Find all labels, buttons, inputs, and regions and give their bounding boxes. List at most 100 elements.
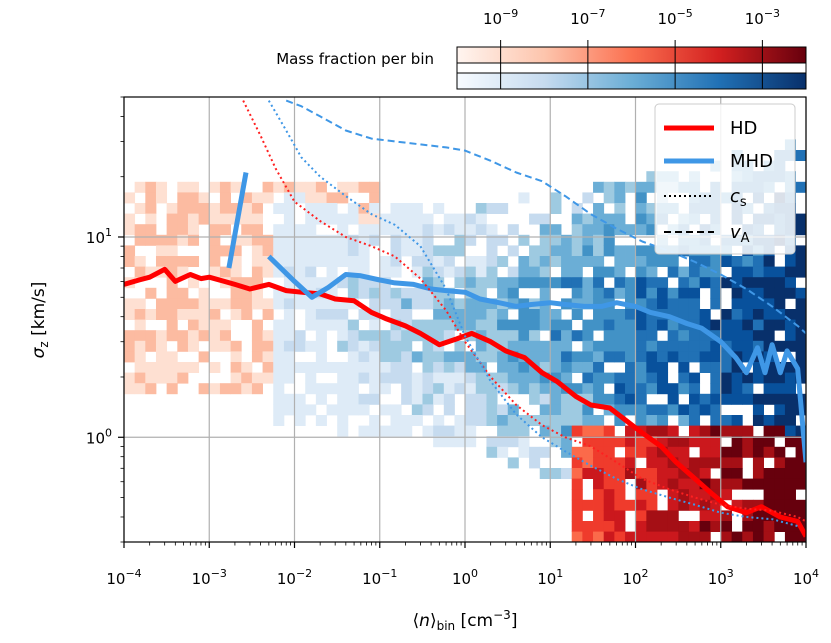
heatmap-cell bbox=[347, 277, 359, 289]
heatmap-cell bbox=[326, 234, 338, 246]
x-tick-label: 10−3 bbox=[192, 567, 227, 588]
heatmap-cell bbox=[688, 393, 701, 405]
heatmap-cell bbox=[603, 287, 615, 299]
heatmap-cell bbox=[177, 181, 189, 193]
heatmap-cell bbox=[390, 309, 402, 320]
heatmap-cell bbox=[593, 287, 605, 299]
heatmap-cell bbox=[283, 213, 295, 225]
heatmap-cell bbox=[774, 446, 786, 458]
heatmap-cell bbox=[646, 351, 658, 363]
heatmap-cell bbox=[688, 425, 701, 437]
heatmap-cell bbox=[390, 425, 402, 437]
heatmap-cell bbox=[774, 415, 786, 426]
heatmap-cell bbox=[401, 234, 413, 246]
heatmap-cell bbox=[603, 436, 615, 448]
heatmap-cell bbox=[593, 372, 605, 384]
heatmap-cell bbox=[177, 224, 189, 236]
heatmap-cell bbox=[763, 362, 775, 373]
heatmap-cell bbox=[337, 277, 349, 289]
heatmap-cell bbox=[603, 309, 615, 320]
heatmap-cell bbox=[603, 192, 615, 204]
heatmap-cell bbox=[784, 330, 796, 342]
heatmap-cell bbox=[273, 181, 285, 193]
heatmap-cell bbox=[347, 234, 359, 246]
heatmap-cell bbox=[465, 277, 477, 289]
heatmap-cell bbox=[166, 319, 178, 331]
heatmap-cell bbox=[688, 372, 701, 384]
heatmap-cell bbox=[507, 372, 519, 384]
heatmap-cell bbox=[251, 266, 263, 278]
heatmap-cell bbox=[539, 309, 551, 320]
heatmap-cell bbox=[529, 457, 541, 469]
heatmap-cell bbox=[593, 203, 605, 214]
heatmap-cell bbox=[795, 319, 806, 331]
heatmap-cell bbox=[593, 362, 605, 373]
heatmap-cell bbox=[795, 298, 806, 310]
heatmap-cell bbox=[710, 425, 722, 437]
heatmap-cell bbox=[134, 383, 146, 395]
heatmap-cell bbox=[593, 319, 605, 331]
heatmap-cell bbox=[635, 245, 647, 257]
heatmap-cell bbox=[369, 319, 381, 331]
heatmap-cell bbox=[784, 287, 796, 299]
heatmap-cell bbox=[582, 351, 594, 363]
heatmap-cell bbox=[752, 287, 764, 299]
heatmap-cell bbox=[571, 203, 583, 214]
heatmap-cell bbox=[614, 415, 626, 426]
heatmap-cell bbox=[784, 531, 796, 542]
heatmap-cell bbox=[625, 351, 637, 363]
heatmap-cell bbox=[507, 224, 519, 236]
heatmap-cell bbox=[283, 245, 295, 257]
heatmap-cell bbox=[731, 468, 743, 479]
heatmap-cell bbox=[369, 330, 381, 342]
heatmap-cell bbox=[337, 309, 349, 320]
heatmap-cell bbox=[326, 192, 338, 204]
heatmap-cell bbox=[571, 309, 583, 320]
heatmap-cell bbox=[486, 383, 498, 395]
heatmap-cell bbox=[401, 340, 413, 352]
heatmap-cell bbox=[411, 266, 423, 278]
heatmap-cell bbox=[209, 330, 221, 342]
heatmap-cell bbox=[358, 351, 370, 363]
heatmap-cell bbox=[145, 362, 157, 373]
x-axis-title: ⟨n⟩bin [cm−3] bbox=[413, 608, 518, 633]
heatmap-cell bbox=[518, 446, 530, 458]
heatmap-cell bbox=[731, 436, 743, 448]
heatmap-cell bbox=[603, 224, 615, 236]
heatmap-cell bbox=[593, 478, 605, 490]
heatmap-cell bbox=[155, 351, 168, 363]
heatmap-cell bbox=[539, 224, 551, 236]
heatmap-cell bbox=[731, 499, 743, 511]
heatmap-cell bbox=[443, 309, 455, 320]
heatmap-cell bbox=[486, 319, 498, 331]
heatmap-cell bbox=[742, 446, 754, 458]
heatmap-cell bbox=[539, 351, 551, 363]
heatmap-cell bbox=[678, 499, 690, 511]
heatmap-cell bbox=[646, 489, 658, 501]
heatmap-cell bbox=[283, 362, 295, 373]
heatmap-cell bbox=[774, 383, 786, 395]
heatmap-cell bbox=[763, 499, 775, 511]
grid bbox=[123, 97, 807, 542]
heatmap-cell bbox=[283, 351, 295, 363]
heatmap-cell bbox=[550, 234, 562, 246]
heatmap-cell bbox=[390, 330, 402, 342]
heatmap-cell bbox=[241, 383, 253, 395]
heatmap-cell bbox=[795, 266, 806, 278]
x-tick-label: 104 bbox=[793, 567, 819, 588]
heatmap-cell bbox=[667, 425, 679, 437]
heatmap-cell bbox=[720, 521, 733, 532]
heatmap-cell bbox=[625, 319, 637, 331]
x-tick-label: 103 bbox=[708, 567, 734, 588]
heatmap-cell bbox=[529, 266, 541, 278]
heatmap-cell bbox=[678, 457, 690, 469]
heatmap-cell bbox=[720, 319, 733, 331]
heatmap-cell bbox=[273, 266, 285, 278]
heatmap-cell bbox=[145, 266, 157, 278]
heatmap-cell bbox=[657, 457, 669, 469]
heatmap-cell bbox=[337, 181, 349, 193]
heatmap-cell bbox=[742, 330, 754, 342]
y-axis-ticks: 100 101 bbox=[86, 96, 124, 543]
heatmap-cell bbox=[763, 277, 775, 289]
heatmap-cell bbox=[688, 351, 701, 363]
